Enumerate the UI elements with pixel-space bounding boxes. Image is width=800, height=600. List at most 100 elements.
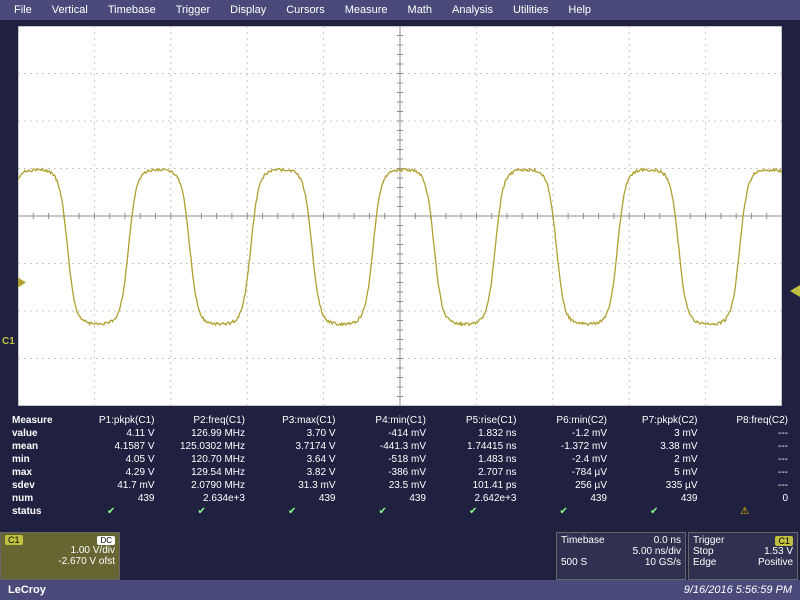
meas-status <box>247 505 338 518</box>
meas-header: Measure <box>10 414 66 427</box>
meas-cell: 101.41 ps <box>428 479 519 492</box>
meas-cell: 3 mV <box>609 427 700 440</box>
meas-cell: --- <box>700 453 791 466</box>
meas-cell: 3.82 V <box>247 466 338 479</box>
meas-cell: 439 <box>609 492 700 505</box>
menu-analysis[interactable]: Analysis <box>442 2 503 18</box>
measurement-table: MeasureP1:pkpk(C1)P2:freq(C1)P3:max(C1)P… <box>10 414 790 518</box>
meas-status <box>157 505 248 518</box>
ch1-offset: -2.670 V ofst <box>5 556 115 567</box>
channel-zero-label: C1 <box>2 336 15 347</box>
timebase-panel[interactable]: Timebase 0.0 ns 5.00 ns/div 500 S 10 GS/… <box>556 532 686 580</box>
channel1-badge: C1 <box>5 535 23 545</box>
waveform-grid <box>18 26 782 406</box>
meas-cell: 2.634e+3 <box>157 492 248 505</box>
meas-cell: 3.70 V <box>247 427 338 440</box>
bottom-panel-row: C1 DC 1.00 V/div -2.670 V ofst Timebase … <box>0 532 800 580</box>
meas-status <box>700 505 791 518</box>
meas-cell: -441.3 mV <box>338 440 429 453</box>
meas-cell: 439 <box>247 492 338 505</box>
meas-cell: sdev <box>10 479 66 492</box>
menu-cursors[interactable]: Cursors <box>276 2 335 18</box>
meas-status <box>66 505 157 518</box>
meas-header: P5:rise(C1) <box>428 414 519 427</box>
timebase-rate: 10 GS/s <box>645 557 681 568</box>
meas-header: P6:min(C2) <box>519 414 610 427</box>
ch1-scale: 1.00 V/div <box>5 545 115 556</box>
timebase-record: 500 S <box>561 557 587 568</box>
menu-file[interactable]: File <box>4 2 42 18</box>
meas-cell: 125.0302 MHz <box>157 440 248 453</box>
menu-utilities[interactable]: Utilities <box>503 2 558 18</box>
meas-cell: 2.642e+3 <box>428 492 519 505</box>
meas-cell: -386 mV <box>338 466 429 479</box>
meas-cell: 4.05 V <box>66 453 157 466</box>
meas-cell: 2.0790 MHz <box>157 479 248 492</box>
trigger-panel[interactable]: Trigger C1 Stop 1.53 V Edge Positive <box>688 532 798 580</box>
trigger-mode: Stop <box>693 546 714 557</box>
meas-cell: -784 µV <box>519 466 610 479</box>
trigger-type: Edge <box>693 557 716 568</box>
meas-cell: 439 <box>519 492 610 505</box>
timebase-title: Timebase <box>561 535 605 546</box>
meas-cell: -1.372 mV <box>519 440 610 453</box>
menu-measure[interactable]: Measure <box>335 2 398 18</box>
meas-cell: 1.74415 ns <box>428 440 519 453</box>
meas-cell: 1.483 ns <box>428 453 519 466</box>
meas-cell: 335 µV <box>609 479 700 492</box>
meas-cell: 3.64 V <box>247 453 338 466</box>
menu-trigger[interactable]: Trigger <box>166 2 220 18</box>
coupling-badge: DC <box>97 536 115 545</box>
meas-header: P3:max(C1) <box>247 414 338 427</box>
meas-cell: 439 <box>338 492 429 505</box>
meas-cell: min <box>10 453 66 466</box>
menu-help[interactable]: Help <box>558 2 601 18</box>
meas-cell: -518 mV <box>338 453 429 466</box>
meas-cell: 256 µV <box>519 479 610 492</box>
meas-cell: -414 mV <box>338 427 429 440</box>
meas-cell: 0 <box>700 492 791 505</box>
meas-header: P1:pkpk(C1) <box>66 414 157 427</box>
meas-cell: --- <box>700 466 791 479</box>
meas-cell: --- <box>700 440 791 453</box>
meas-cell: max <box>10 466 66 479</box>
meas-cell: -2.4 mV <box>519 453 610 466</box>
menu-bar: FileVerticalTimebaseTriggerDisplayCursor… <box>0 0 800 20</box>
meas-cell: 5 mV <box>609 466 700 479</box>
timebase-scale: 5.00 ns/div <box>561 546 681 557</box>
trigger-level-marker <box>790 285 800 297</box>
meas-cell: -1.2 mV <box>519 427 610 440</box>
status-bar: LeCroy 9/16/2016 5:56:59 PM <box>0 580 800 600</box>
meas-cell: 129.54 MHz <box>157 466 248 479</box>
meas-cell: value <box>10 427 66 440</box>
trigger-level: 1.53 V <box>764 546 793 557</box>
meas-status <box>609 505 700 518</box>
timebase-delay: 0.0 ns <box>654 535 681 546</box>
meas-header: P2:freq(C1) <box>157 414 248 427</box>
meas-status <box>519 505 610 518</box>
meas-cell: 4.11 V <box>66 427 157 440</box>
meas-cell: --- <box>700 427 791 440</box>
trigger-title: Trigger <box>693 535 724 546</box>
menu-vertical[interactable]: Vertical <box>42 2 98 18</box>
meas-header: P7:pkpk(C2) <box>609 414 700 427</box>
meas-cell: 439 <box>66 492 157 505</box>
meas-status <box>338 505 429 518</box>
oscilloscope-display <box>18 26 782 406</box>
meas-cell: 1.832 ns <box>428 427 519 440</box>
meas-header: P8:freq(C2) <box>700 414 791 427</box>
meas-cell: 120.70 MHz <box>157 453 248 466</box>
meas-header: P4:min(C1) <box>338 414 429 427</box>
brand-label: LeCroy <box>8 584 46 596</box>
meas-cell: 3.38 mV <box>609 440 700 453</box>
menu-math[interactable]: Math <box>398 2 442 18</box>
menu-timebase[interactable]: Timebase <box>98 2 166 18</box>
timestamp-label: 9/16/2016 5:56:59 PM <box>684 584 792 596</box>
meas-cell: 4.29 V <box>66 466 157 479</box>
meas-cell: 41.7 mV <box>66 479 157 492</box>
channel1-panel[interactable]: C1 DC 1.00 V/div -2.670 V ofst <box>0 532 120 580</box>
meas-cell: 3.7174 V <box>247 440 338 453</box>
menu-display[interactable]: Display <box>220 2 276 18</box>
meas-cell: num <box>10 492 66 505</box>
meas-cell: --- <box>700 479 791 492</box>
